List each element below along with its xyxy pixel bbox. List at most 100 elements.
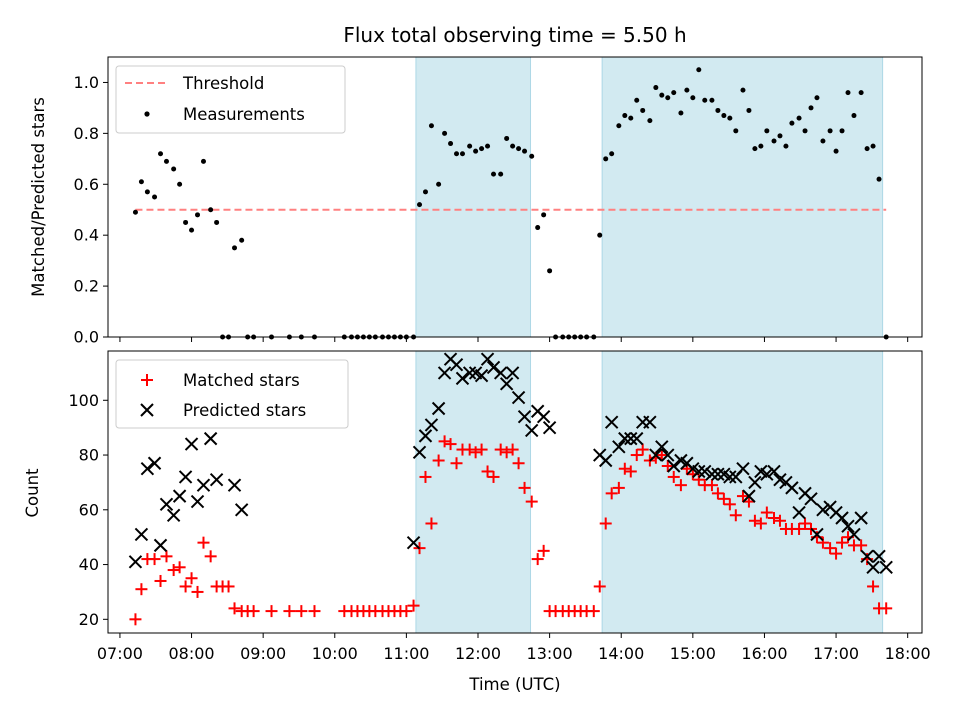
predicted-star-point <box>209 472 224 487</box>
y-tick-label: 60 <box>79 500 99 519</box>
measurement-point <box>758 143 764 149</box>
matched-star-point <box>680 462 693 475</box>
y-tick-label: 40 <box>79 555 99 574</box>
predicted-star-point <box>178 470 193 484</box>
measurement-point <box>647 118 653 124</box>
predicted-star-point <box>698 464 712 479</box>
matched-star-point <box>867 580 880 593</box>
matched-star-point <box>661 459 674 472</box>
top-shaded-regions <box>415 56 884 338</box>
matched-star-point <box>487 470 500 483</box>
measurement-point <box>771 138 777 144</box>
predicted-star-point <box>618 431 632 446</box>
x-tick-label: 09:00 <box>240 644 286 663</box>
x-tick-label: 16:00 <box>741 644 787 663</box>
predicted-legend-swatch <box>140 403 154 417</box>
measurement-point <box>177 181 183 187</box>
matched-star-point <box>793 522 806 535</box>
measurement-point <box>678 110 684 116</box>
bottom-x-axis: 07:00 08:00 09:00 10:00 11:00 12:00 13:00 14:00… <box>97 633 931 663</box>
predicted-star-point <box>661 448 675 462</box>
matched-star-point <box>816 536 829 549</box>
predicted-star-point <box>816 503 830 517</box>
measurement-point <box>239 237 245 243</box>
measurement-point <box>858 90 864 96</box>
predicted-star-point <box>866 560 880 574</box>
predicted-star-point <box>203 431 218 446</box>
measurement-point <box>696 67 702 73</box>
measurement-point <box>752 146 758 152</box>
measurement-point <box>208 207 214 213</box>
measurement-point <box>777 133 783 139</box>
measurement-point <box>634 97 640 103</box>
measurement-point <box>709 97 715 103</box>
measurement-point <box>454 151 460 157</box>
measurement-point <box>833 148 839 154</box>
matched-star-point <box>400 605 413 618</box>
matched-star-point <box>228 602 241 615</box>
matched-star-point <box>692 473 705 486</box>
x-tick-label: 14:00 <box>598 644 644 663</box>
matched-star-point <box>185 572 198 585</box>
predicted-star-point <box>667 459 681 473</box>
matched-star-point <box>674 479 687 492</box>
bottom-axes-frame <box>107 350 923 634</box>
predicted-star-point <box>159 497 174 512</box>
predicted-star-point <box>505 366 520 380</box>
matched-star-point <box>705 479 718 492</box>
y-tick-label: 20 <box>79 610 99 629</box>
matched-star-point <box>167 564 180 577</box>
predicted-star-point <box>128 555 143 569</box>
predicted-star-point <box>493 366 508 380</box>
matched-star-point <box>135 583 148 596</box>
predicted-star-point <box>431 401 446 416</box>
matched-star-point <box>593 580 606 593</box>
measurement-point <box>195 212 201 218</box>
measurement-point <box>547 268 553 274</box>
shaded-region <box>415 350 532 634</box>
predicted-star-point <box>692 464 706 479</box>
predicted-star-point <box>612 440 626 454</box>
top-y-axis: 0.0 0.2 0.4 0.6 0.8 1.0 <box>74 73 108 347</box>
matched-star-point <box>773 514 786 527</box>
measurement-point <box>876 176 882 182</box>
measurement-point <box>820 138 826 144</box>
measurement-point <box>796 115 802 121</box>
predicted-star-point <box>134 527 149 542</box>
matched-star-point <box>191 585 204 598</box>
matched-star-point <box>836 536 849 549</box>
shaded-region <box>601 56 884 338</box>
measurement-point <box>529 153 535 159</box>
y-tick-label: 0.8 <box>74 124 99 143</box>
y-tick-label: 0.0 <box>74 328 99 347</box>
x-tick-label: 15:00 <box>670 644 716 663</box>
predicted-star-point <box>835 511 849 525</box>
measurement-point <box>473 148 479 154</box>
matched-star-point <box>768 512 780 525</box>
measurement-point <box>132 209 138 215</box>
predicted-star-point <box>499 377 514 391</box>
matched-legend-swatch <box>141 374 153 386</box>
predicted-star-point <box>462 366 477 380</box>
matched-star-point <box>432 454 445 467</box>
matched-star-point <box>475 443 488 456</box>
measurement-point <box>491 171 497 177</box>
matched-star-point <box>880 602 893 615</box>
y-tick-label: 0.4 <box>74 226 99 245</box>
matched-star-point <box>711 487 724 500</box>
predicted-star-point <box>841 519 855 533</box>
predicted-star-point <box>227 478 242 492</box>
measurement-point <box>808 105 814 111</box>
matched-star-point <box>419 470 432 483</box>
measurement-point <box>232 245 238 251</box>
predicted-star-point <box>649 448 663 462</box>
predicted-stars-series <box>128 352 893 574</box>
bottom-panel: 20 40 60 80 100 07:00 08:00 09:00 10:00 11:00 12:… <box>23 350 931 694</box>
measurement-point <box>597 232 603 238</box>
measurement-point <box>640 107 646 113</box>
y-tick-label: 0.2 <box>74 277 99 296</box>
measurement-point <box>516 146 522 152</box>
measurement-point <box>144 189 150 195</box>
bottom-y-axis-label: Count <box>23 468 42 518</box>
